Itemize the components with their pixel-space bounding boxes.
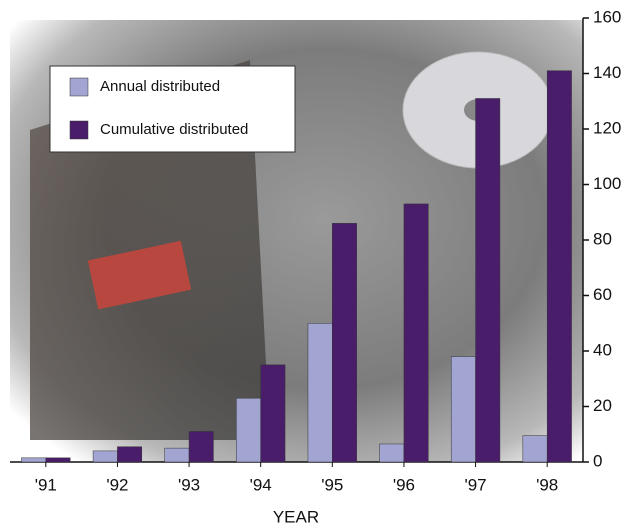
bar [236,397,261,463]
y-tick-label: 60 [593,285,612,304]
bar [21,457,47,463]
x-tick-label: '98 [536,475,558,494]
y-tick-label: 120 [593,118,621,137]
bar [332,223,357,463]
x-tick-label: '94 [250,475,272,494]
legend-label: Annual distributed [100,78,220,95]
legend [49,65,296,153]
x-tick-label: '93 [178,475,200,494]
bar [379,443,405,463]
bar [546,70,572,463]
legend-swatch [69,77,89,97]
y-tick-label: 100 [593,174,621,193]
y-tick-label: 20 [593,396,612,415]
x-tick-label: '92 [106,475,128,494]
bar [92,450,118,463]
x-tick-label: '95 [321,475,343,494]
bar [403,203,429,463]
bar [188,431,214,463]
y-tick-label: 40 [593,340,612,359]
bar [164,447,190,463]
x-tick-label: '91 [35,475,57,494]
y-tick-label: 0 [593,451,602,470]
y-tick-label: 160 [593,7,621,26]
x-axis-label: YEAR [273,507,319,526]
legend-label: Cumulative distributed [100,121,248,138]
bar [450,356,476,463]
bar [522,435,548,463]
y-tick-label: 80 [593,229,612,248]
bar [307,323,333,463]
bar [260,364,286,463]
x-tick-label: '96 [393,475,415,494]
book-label [87,240,192,310]
legend-swatch [69,120,89,140]
bar [475,98,501,463]
x-tick-label: '97 [464,475,486,494]
bar [117,446,143,463]
bar [45,457,71,463]
y-tick-label: 140 [593,63,621,82]
